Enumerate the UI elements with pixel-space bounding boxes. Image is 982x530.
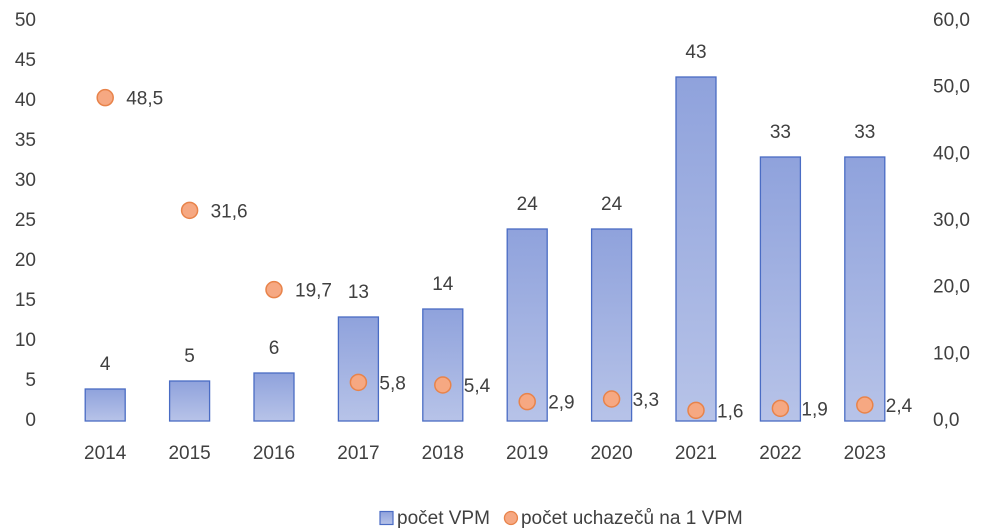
y2-tick-label: 40,0: [933, 143, 970, 164]
bar: [675, 76, 717, 422]
y-tick-label: 5: [25, 370, 36, 391]
scatter-point: [602, 390, 621, 408]
scatter-point: [265, 280, 283, 299]
bar-label: 43: [685, 42, 706, 63]
x-tick-label: 2023: [844, 443, 886, 464]
bar: [337, 316, 380, 422]
x-tick-label: 2016: [253, 443, 295, 464]
legend-label: počet uchazečů na 1 VPM: [521, 508, 743, 529]
x-tick-label: 2019: [506, 443, 548, 464]
bar: [759, 156, 802, 422]
x-tick-label: 2014: [84, 443, 127, 464]
y-tick-label: 15: [15, 290, 36, 311]
bar-label: 13: [348, 282, 369, 303]
y2-tick-label: 10,0: [933, 343, 970, 364]
bar: [84, 388, 126, 422]
x-tick-label: 2015: [168, 443, 210, 464]
legend-marker: [379, 510, 394, 526]
y2-tick-label: 50,0: [933, 77, 970, 98]
x-tick-label: 2020: [590, 443, 632, 464]
scatter-point: [856, 396, 874, 414]
scatter-point: [180, 201, 199, 220]
scatter-point: [349, 373, 368, 392]
bar-label: 14: [432, 274, 454, 295]
y-tick-label: 0: [25, 410, 36, 431]
y-tick-label: 35: [15, 130, 36, 151]
x-tick-label: 2017: [337, 443, 379, 464]
scatter-point: [518, 392, 536, 411]
y2-tick-label: 20,0: [933, 277, 970, 298]
scatter-point: [771, 399, 790, 418]
bar: [844, 156, 886, 422]
bar: [590, 228, 633, 422]
bar: [168, 380, 211, 422]
point-label: 2,4: [886, 396, 913, 417]
y-tick-label: 40: [15, 90, 36, 111]
y-tick-label: 50: [15, 10, 36, 31]
point-label: 5,4: [464, 376, 491, 397]
point-label: 2,9: [548, 393, 574, 414]
bar-label: 6: [269, 338, 280, 359]
bar-label: 24: [601, 194, 623, 215]
bar-label: 5: [184, 346, 195, 367]
scatter-point: [434, 376, 452, 394]
y-tick-label: 10: [15, 330, 36, 351]
bar: [422, 308, 464, 422]
x-tick-label: 2022: [759, 443, 801, 464]
x-tick-label: 2018: [422, 443, 464, 464]
scatter-point: [96, 88, 114, 107]
point-label: 3,3: [633, 390, 659, 411]
bar-label: 33: [854, 122, 875, 143]
bar: [253, 372, 295, 422]
y2-tick-label: 60,0: [933, 10, 970, 31]
y-tick-label: 20: [15, 250, 36, 271]
legend-label: počet VPM: [397, 508, 490, 529]
legend-marker: [503, 510, 519, 526]
point-label: 48,5: [126, 89, 163, 110]
bar-label: 24: [517, 194, 539, 215]
y-tick-label: 45: [15, 50, 36, 71]
point-label: 1,6: [717, 401, 743, 422]
x-tick-label: 2021: [675, 443, 717, 464]
y-tick-label: 25: [15, 210, 36, 231]
bar-label: 4: [100, 354, 111, 375]
y2-tick-label: 30,0: [933, 210, 970, 231]
y-tick-label: 30: [15, 170, 36, 191]
point-label: 5,8: [379, 373, 405, 394]
scatter-point: [687, 401, 705, 420]
bar-label: 33: [770, 122, 791, 143]
bar: [506, 228, 548, 422]
y2-tick-label: 0,0: [933, 410, 959, 431]
point-label: 1,9: [801, 399, 827, 420]
point-label: 31,6: [211, 201, 248, 222]
point-label: 19,7: [295, 281, 332, 302]
